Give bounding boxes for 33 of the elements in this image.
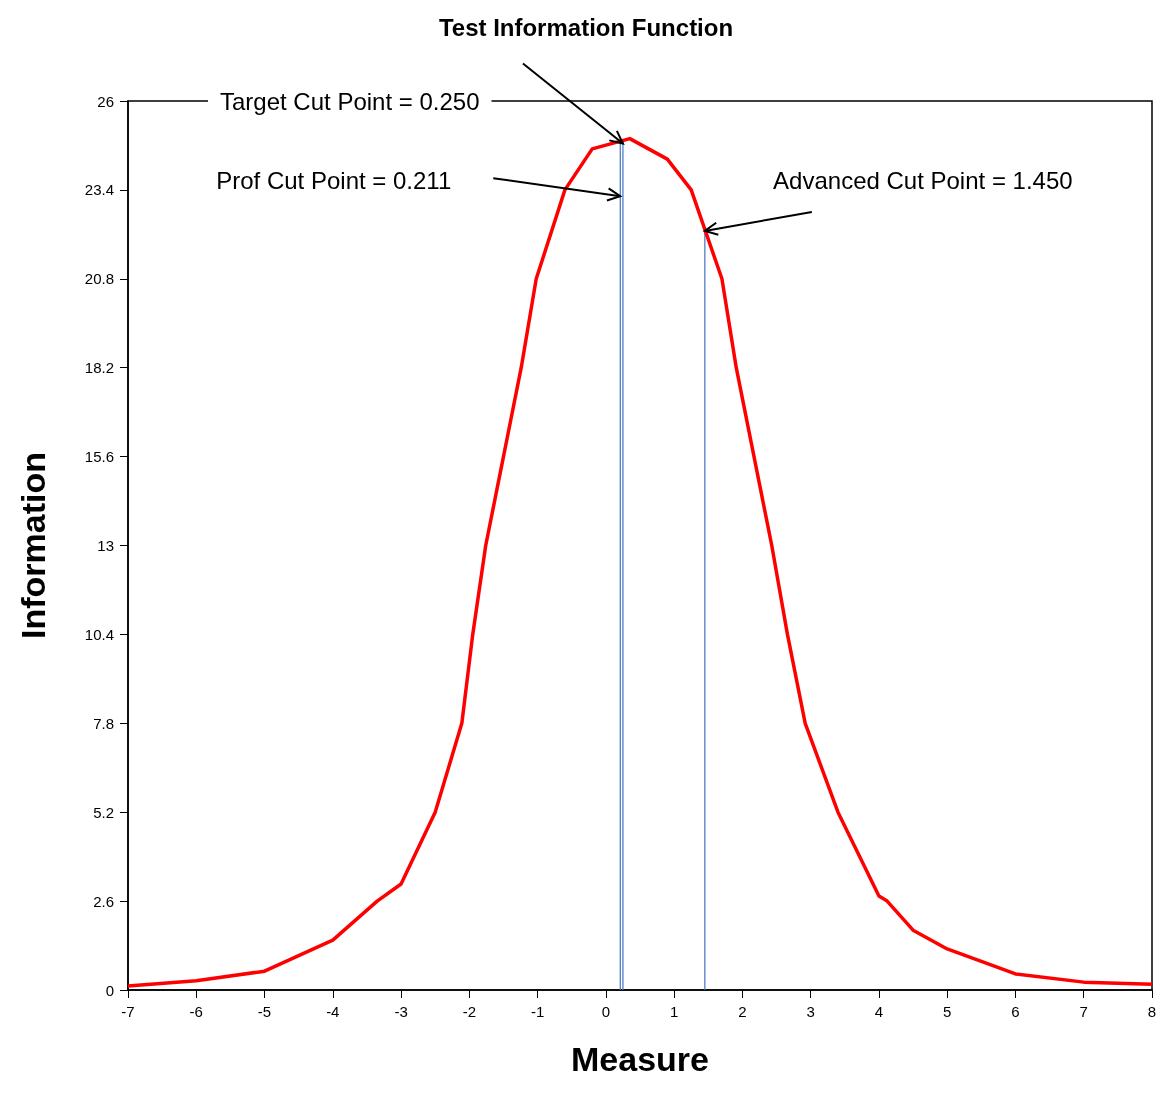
y-tick-label: 20.8	[84, 270, 114, 288]
x-tick-label: 8	[1147, 1003, 1157, 1020]
x-tick-label: -6	[189, 1003, 203, 1020]
chart-title: Test Information Function	[438, 13, 734, 41]
y-tick-label: 2.6	[93, 892, 114, 910]
y-tick-label: 26	[97, 92, 114, 110]
x-tick-label: 7	[1079, 1003, 1088, 1020]
annotation: Target Cut Point = 0.250	[220, 87, 480, 115]
y-tick-label: 5.2	[93, 803, 114, 821]
x-tick-label: -2	[462, 1003, 477, 1020]
y-axis-title: Information	[14, 452, 52, 639]
x-tick-label: -5	[257, 1003, 272, 1020]
x-tick-label: 1	[669, 1003, 679, 1020]
x-tick-label: 4	[874, 1003, 884, 1020]
x-tick-label: -1	[530, 1003, 545, 1020]
annotation: Prof Cut Point = 0.211	[216, 166, 452, 194]
y-tick-label: 13	[97, 537, 114, 554]
y-tick-label: 18.2	[84, 359, 114, 377]
x-axis-title: Measure	[571, 1040, 709, 1078]
y-tick-label: 7.8	[93, 714, 114, 732]
x-tick-label: 5	[943, 1003, 952, 1020]
x-tick-label: -7	[121, 1003, 135, 1020]
x-tick-label: 3	[806, 1003, 815, 1020]
x-tick-label: -3	[394, 1003, 408, 1020]
annotation: Advanced Cut Point = 1.450	[773, 167, 1073, 195]
x-tick-label: 2	[738, 1003, 747, 1020]
y-tick-label: 10.4	[84, 625, 114, 643]
x-tick-label: -4	[326, 1003, 340, 1020]
x-tick-label: 0	[601, 1003, 611, 1020]
y-tick-label: 23.4	[84, 181, 114, 199]
x-tick-label: 6	[1011, 1003, 1020, 1020]
y-tick-label: 15.6	[84, 448, 114, 466]
y-tick-label: 0	[105, 981, 114, 999]
